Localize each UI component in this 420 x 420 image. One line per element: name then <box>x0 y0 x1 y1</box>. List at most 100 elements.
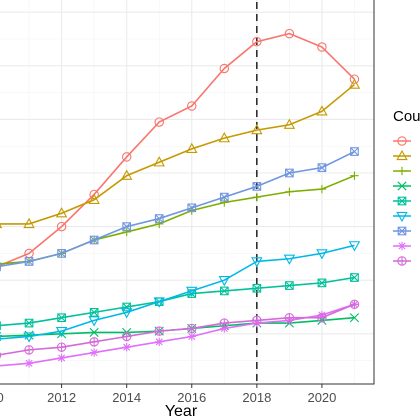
data-point <box>252 182 262 191</box>
data-point <box>89 308 99 317</box>
data-point <box>396 149 408 161</box>
data-point <box>89 235 99 245</box>
data-point <box>252 283 262 293</box>
data-point <box>24 318 34 328</box>
legend: Cou <box>393 108 420 266</box>
data-point <box>154 117 164 127</box>
data-point <box>350 273 359 282</box>
data-point <box>186 286 198 298</box>
data-point <box>0 352 2 359</box>
data-point <box>316 249 328 260</box>
data-point <box>349 299 360 310</box>
legend-key-5 <box>393 196 411 206</box>
series-line <box>0 244 355 340</box>
x-tick-label: 2016 <box>177 390 206 405</box>
data-point <box>89 308 99 317</box>
data-point <box>317 278 327 288</box>
data-point <box>220 192 229 202</box>
data-point <box>317 278 327 288</box>
data-point <box>24 257 34 266</box>
data-point <box>350 273 359 282</box>
data-point <box>396 149 408 161</box>
x-tick-label: 10 <box>0 390 4 405</box>
data-point <box>153 297 165 308</box>
data-point <box>317 42 327 52</box>
data-point <box>398 242 406 250</box>
data-point <box>187 289 197 298</box>
data-point <box>155 338 163 346</box>
data-point <box>397 136 407 146</box>
data-point <box>122 227 131 237</box>
data-point <box>317 184 327 194</box>
data-point <box>219 63 230 74</box>
data-point <box>122 222 131 231</box>
data-point <box>284 312 295 323</box>
series-line <box>0 303 355 356</box>
legend-key-2 <box>393 149 411 161</box>
data-point <box>186 142 198 154</box>
data-point <box>56 342 67 352</box>
series-1 <box>0 28 360 271</box>
data-point <box>252 36 262 47</box>
data-point <box>153 297 165 308</box>
data-point <box>89 235 99 245</box>
data-point <box>89 189 99 200</box>
series-line <box>0 303 355 367</box>
data-point <box>396 211 408 223</box>
data-point <box>187 101 197 111</box>
series-9 <box>0 299 360 359</box>
data-point <box>350 147 359 156</box>
series-line <box>0 150 355 268</box>
data-point <box>55 207 68 218</box>
data-point <box>121 152 132 162</box>
series-8 <box>0 300 359 369</box>
legend-key-4 <box>393 181 411 191</box>
data-point <box>349 313 360 323</box>
data-point <box>155 337 164 347</box>
data-point <box>154 214 164 223</box>
data-point <box>283 118 296 129</box>
data-point <box>219 318 230 328</box>
data-point <box>219 192 229 202</box>
series-3 <box>0 171 359 266</box>
legend-title: Cou <box>393 108 420 125</box>
grid <box>0 0 374 384</box>
legend-key-3 <box>393 166 411 176</box>
data-point <box>120 169 133 180</box>
data-point <box>252 284 262 293</box>
data-point <box>317 163 327 172</box>
data-point <box>316 105 328 116</box>
data-point <box>317 312 327 323</box>
data-point <box>153 156 165 167</box>
data-point <box>397 196 407 206</box>
data-point <box>0 363 1 369</box>
data-point <box>24 318 34 328</box>
series-2 <box>0 78 361 229</box>
data-point <box>155 219 164 229</box>
data-point <box>187 203 197 213</box>
data-point <box>252 315 262 326</box>
data-point <box>218 276 231 287</box>
data-point <box>350 147 359 156</box>
data-point <box>348 241 361 252</box>
data-point <box>252 36 262 47</box>
data-point <box>88 316 100 327</box>
data-point <box>122 222 132 231</box>
data-point <box>24 257 34 266</box>
data-point <box>397 241 407 251</box>
data-point <box>397 181 407 191</box>
data-point <box>317 163 327 172</box>
data-point <box>285 168 294 178</box>
data-point <box>284 28 295 39</box>
data-point <box>252 182 262 191</box>
data-point <box>24 345 34 355</box>
data-point <box>397 226 407 236</box>
legend-key-8 <box>393 241 411 251</box>
data-point <box>218 276 231 287</box>
data-point <box>285 281 294 290</box>
data-point <box>187 203 197 213</box>
data-point <box>120 169 133 180</box>
data-point <box>89 235 99 245</box>
data-point <box>24 257 34 266</box>
